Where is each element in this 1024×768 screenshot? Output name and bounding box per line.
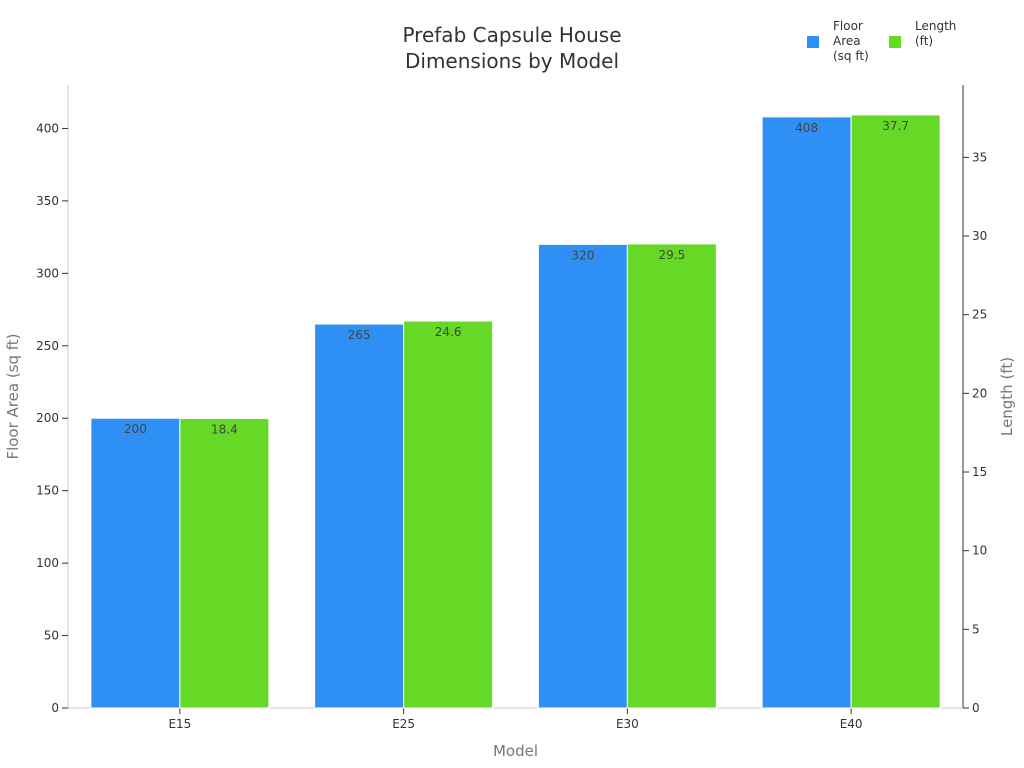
legend-swatch <box>889 36 901 48</box>
legend-label: Length <box>915 19 956 33</box>
bars <box>90 114 941 709</box>
x-tick-label: E15 <box>168 717 191 731</box>
bar-floor-area-e15 <box>90 417 181 709</box>
x-axis-title: Model <box>493 742 538 760</box>
bar-floor-area-e30 <box>537 243 628 709</box>
data-label: 408 <box>795 121 818 135</box>
legend-label: (ft) <box>915 34 933 48</box>
x-tick-label: E40 <box>840 717 863 731</box>
left-tick-label: 350 <box>36 194 59 208</box>
right-tick-label: 20 <box>972 386 987 400</box>
data-label: 37.7 <box>882 119 909 133</box>
bar-length-e40 <box>850 114 941 709</box>
left-tick-label: 0 <box>51 701 59 715</box>
data-label: 18.4 <box>211 423 238 437</box>
left-tick-label: 200 <box>36 411 59 425</box>
left-tick-label: 400 <box>36 121 59 135</box>
left-axis-title: Floor Area (sq ft) <box>4 333 22 459</box>
data-label: 29.5 <box>659 248 686 262</box>
x-tick-label: E30 <box>616 717 639 731</box>
right-tick-label: 5 <box>972 622 980 636</box>
legend-label: Area <box>833 34 861 48</box>
right-tick-label: 15 <box>972 465 987 479</box>
right-tick-label: 30 <box>972 229 987 243</box>
axes: 0 50 100 150 200 250 300 350 400 0 5 10 15 20 25 30 35 Fl… <box>4 85 1016 760</box>
right-tick-label: 10 <box>972 544 987 558</box>
right-axis-title: Length (ft) <box>998 357 1016 436</box>
bar-length-e30 <box>626 243 717 709</box>
legend-label: Floor <box>833 19 863 33</box>
bar-length-e15 <box>179 418 270 709</box>
right-tick-label: 25 <box>972 308 987 322</box>
chart-title-line: Prefab Capsule House <box>402 23 621 47</box>
data-label: 200 <box>124 422 147 436</box>
right-tick-label: 35 <box>972 150 987 164</box>
left-tick-label: 250 <box>36 339 59 353</box>
x-tick-label: E25 <box>392 717 415 731</box>
data-label: 24.6 <box>435 325 462 339</box>
legend-label: (sq ft) <box>833 49 869 63</box>
data-label: 265 <box>348 328 371 342</box>
left-tick-label: 50 <box>44 629 59 643</box>
bar-length-e25 <box>403 320 494 709</box>
bar-floor-area-e40 <box>761 116 852 709</box>
chart-title-line: Dimensions by Model <box>405 49 619 73</box>
data-label: 320 <box>571 248 594 262</box>
left-tick-label: 150 <box>36 484 59 498</box>
right-tick-label: 0 <box>972 701 980 715</box>
legend-swatch <box>807 36 819 48</box>
bar-floor-area-e25 <box>314 323 405 709</box>
data-labels: 200 18.4 265 24.6 320 29.5 408 37.7 <box>124 119 909 437</box>
left-tick-label: 100 <box>36 556 59 570</box>
left-tick-label: 300 <box>36 266 59 280</box>
